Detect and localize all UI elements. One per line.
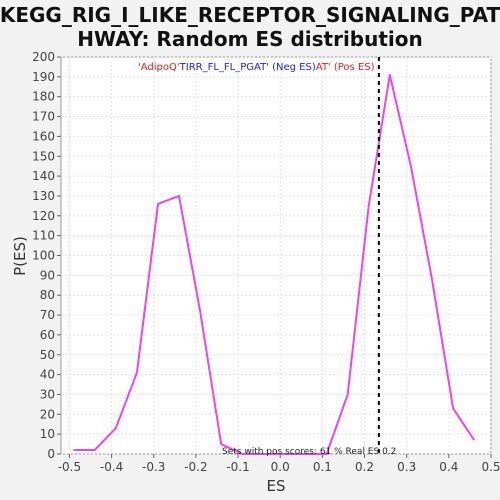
- y-tick-label: 60: [40, 328, 55, 342]
- y-tick-label: 50: [40, 348, 55, 362]
- legend-entry-3: AT' (Pos ES): [316, 62, 375, 73]
- y-tick-label: 70: [40, 308, 55, 322]
- legend-entry-1: 'AdipoQ': [138, 62, 180, 73]
- y-tick-label: 20: [40, 407, 55, 421]
- y-axis-label: P(ES): [11, 236, 29, 276]
- y-tick-label: 90: [40, 268, 55, 282]
- legend: 'AdipoQ'TIRR_FL_FL_PGAT' (Neg ES)AT' (Po…: [138, 62, 375, 73]
- x-tick-label: -0.5: [58, 460, 81, 474]
- plot-area: [60, 56, 492, 455]
- y-tick-label: 190: [32, 70, 55, 84]
- y-tick-label: 140: [32, 169, 55, 183]
- x-tick-label: 0.4: [439, 460, 458, 474]
- y-tick-label: 160: [32, 129, 55, 143]
- series-line-1: [73, 73, 475, 455]
- x-tick-label: 0.0: [271, 460, 290, 474]
- y-tick-label: 10: [40, 427, 55, 441]
- footnote: Sets with pos scores: 61 % Real ES 0.2: [222, 447, 396, 457]
- y-tick-label: 150: [32, 149, 55, 163]
- x-tick-label: -0.3: [142, 460, 165, 474]
- chart-title-line1: KEGG_RIG_I_LIKE_RECEPTOR_SIGNALING_PAT: [0, 3, 500, 27]
- y-tick-label: 30: [40, 387, 55, 401]
- y-tick-label: 40: [40, 368, 55, 382]
- x-axis-ticks: -0.5 -0.4 -0.3 -0.2 -0.1 0.0 0.1 0.2 0.3 0.4 0.5: [58, 454, 500, 474]
- y-tick-label: 0: [47, 447, 55, 461]
- x-axis-label: ES: [267, 477, 286, 495]
- y-axis-ticks: 0 10 20 30 40 50 60 70 80 90 100 110 120 130 140 150 160…: [32, 50, 61, 461]
- y-tick-label: 80: [40, 288, 55, 302]
- legend-entry-2: TIRR_FL_FL_PGAT' (Neg ES): [179, 62, 316, 73]
- y-tick-label: 180: [32, 90, 55, 104]
- chart-title-line2: HWAY: Random ES distribution: [77, 27, 423, 51]
- y-tick-label: 120: [32, 209, 55, 223]
- series-layer: [73, 73, 475, 455]
- x-tick-label: -0.1: [226, 460, 249, 474]
- y-tick-label: 100: [32, 249, 55, 263]
- x-tick-label: 0.1: [313, 460, 332, 474]
- y-tick-label: 200: [32, 50, 55, 64]
- y-tick-label: 130: [32, 189, 55, 203]
- x-tick-label: -0.4: [100, 460, 123, 474]
- x-tick-label: 0.2: [355, 460, 374, 474]
- x-tick-label: 0.3: [397, 460, 416, 474]
- x-tick-label: 0.5: [481, 460, 500, 474]
- y-tick-label: 110: [32, 229, 55, 243]
- x-tick-label: -0.2: [184, 460, 207, 474]
- y-tick-label: 170: [32, 110, 55, 124]
